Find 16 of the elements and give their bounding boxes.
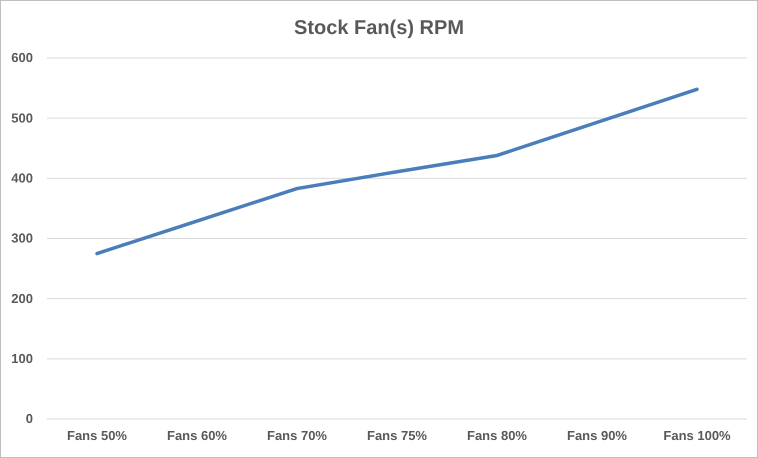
y-tick-label: 400 (11, 170, 33, 186)
x-tick-label: Fans 50% (67, 428, 128, 444)
x-tick-label: Fans 70% (267, 428, 328, 444)
x-tick-label: Fans 80% (467, 428, 528, 444)
y-tick-label: 600 (11, 50, 33, 66)
chart-title: Stock Fan(s) RPM (294, 17, 464, 39)
x-tick-label: Fans 90% (567, 428, 628, 444)
x-tick-label: Fans 75% (367, 428, 428, 444)
y-tick-label: 300 (11, 230, 33, 246)
line-series (95, 88, 699, 256)
y-tick-label: 0 (26, 411, 33, 426)
x-tick-label: Fans 100% (663, 428, 732, 444)
y-tick-label: 100 (11, 350, 33, 366)
x-tick-label: Fans 60% (167, 428, 228, 444)
y-tick-label: 500 (11, 110, 33, 126)
y-tick-label: 200 (11, 290, 33, 306)
